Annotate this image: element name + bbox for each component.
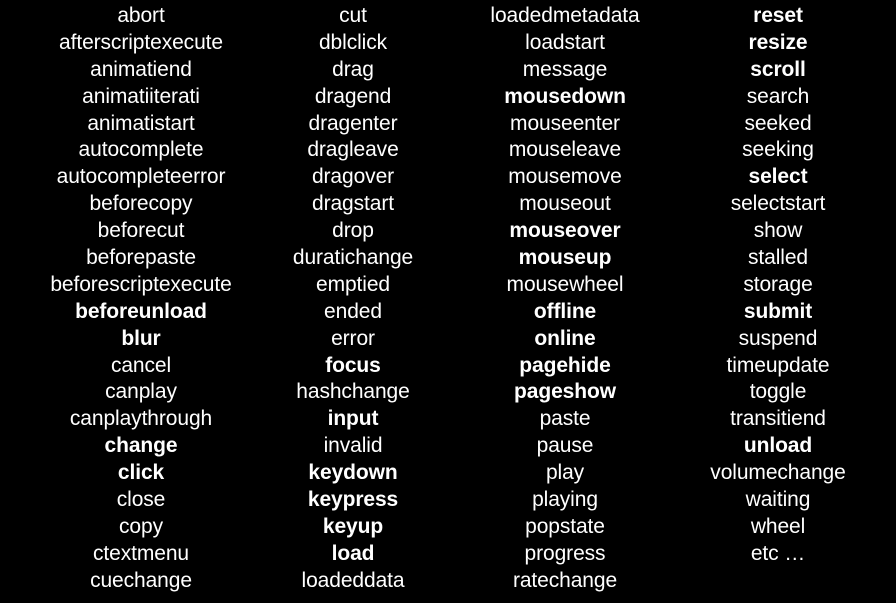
event-name-item: click bbox=[117, 461, 165, 485]
event-name-item: beforecopy bbox=[89, 192, 193, 216]
event-name-item: pause bbox=[536, 434, 594, 458]
event-name-item: timeupdate bbox=[726, 353, 830, 377]
event-name-item: emptied bbox=[315, 272, 390, 296]
event-name-item: drag bbox=[332, 57, 374, 81]
event-name-item: progress bbox=[524, 541, 606, 565]
event-name-item: select bbox=[748, 165, 808, 189]
event-name-item: wheel bbox=[750, 514, 806, 538]
event-name-item: cancel bbox=[110, 353, 172, 377]
event-name-item: invalid bbox=[323, 434, 383, 458]
event-name-item: waiting bbox=[745, 488, 811, 512]
event-name-item: canplay bbox=[105, 380, 177, 404]
event-name-item: close bbox=[116, 488, 166, 512]
event-name-item: animatiend bbox=[90, 57, 192, 81]
event-name-item: show bbox=[753, 219, 803, 243]
event-name-item: reset bbox=[753, 4, 803, 27]
event-name-item: copy bbox=[119, 514, 163, 538]
event-column-4: reset resize scroll search seeked seeking sele… bbox=[663, 3, 893, 568]
event-name-item: keypress bbox=[307, 488, 399, 512]
event-name-item: stalled bbox=[747, 246, 808, 270]
event-name-item: pagehide bbox=[519, 353, 611, 377]
event-name-item: pageshow bbox=[514, 380, 616, 404]
event-name-item: offline bbox=[533, 299, 597, 323]
event-name-item: dragleave bbox=[307, 138, 399, 162]
event-name-item: mouseup bbox=[518, 246, 612, 270]
event-name-item: focus bbox=[325, 353, 381, 377]
event-name-item: selectstart bbox=[730, 192, 826, 216]
event-name-item: seeking bbox=[742, 138, 814, 162]
event-name-item: cut bbox=[339, 4, 367, 27]
event-name-item: canplaythrough bbox=[69, 407, 213, 431]
event-column-2: cut dblclick drag dragend dragenter dragleave… bbox=[238, 3, 468, 595]
event-name-item: loadstart bbox=[525, 30, 605, 54]
event-name-item: play bbox=[545, 461, 585, 485]
event-name-item: scroll bbox=[750, 57, 806, 81]
event-name-item: dblclick bbox=[318, 30, 388, 54]
event-name-item: search bbox=[746, 84, 810, 108]
event-name-item: keyup bbox=[322, 514, 384, 538]
event-name-item: load bbox=[331, 541, 375, 565]
event-name-item: loadeddata bbox=[301, 568, 405, 592]
event-name-item: duratichange bbox=[292, 246, 414, 270]
event-name-item: autocompleteerror bbox=[56, 165, 226, 189]
event-name-item: dragover bbox=[311, 165, 395, 189]
event-name-item: mousewheel bbox=[506, 272, 624, 296]
event-name-item: input bbox=[327, 407, 379, 431]
event-name-item: dragenter bbox=[308, 111, 398, 135]
event-name-item: mouseover bbox=[509, 219, 621, 243]
event-name-item: animatiiterati bbox=[82, 84, 200, 108]
event-name-item: keydown bbox=[308, 461, 398, 485]
event-name-item: afterscriptexecute bbox=[59, 30, 223, 54]
event-name-item: toggle bbox=[749, 380, 807, 404]
event-name-item: cuechange bbox=[90, 568, 192, 592]
event-name-item: mouseleave bbox=[508, 138, 622, 162]
event-name-item: mousemove bbox=[508, 165, 622, 189]
event-name-item: hashchange bbox=[296, 380, 410, 404]
event-name-item: change bbox=[104, 434, 178, 458]
event-name-item: autocomplete bbox=[78, 138, 204, 162]
event-name-item: animatistart bbox=[87, 111, 195, 135]
event-name-item: volumechange bbox=[710, 461, 846, 485]
event-name-item: blur bbox=[121, 326, 161, 350]
event-name-item: mouseenter bbox=[510, 111, 620, 135]
event-name-item: dragstart bbox=[312, 192, 394, 216]
event-name-item: loadedmetadata bbox=[490, 4, 640, 27]
event-name-item: message bbox=[522, 57, 608, 81]
event-name-item: beforepaste bbox=[86, 246, 196, 270]
event-name-item: unload bbox=[743, 434, 813, 458]
event-name-item: mouseout bbox=[519, 192, 611, 216]
event-name-item: error bbox=[331, 326, 375, 350]
event-name-item: beforecut bbox=[97, 219, 185, 243]
event-name-item: resize bbox=[748, 30, 808, 54]
event-name-item: ctextmenu bbox=[93, 541, 189, 565]
event-name-item: beforeunload bbox=[75, 299, 207, 323]
event-name-item: storage bbox=[743, 272, 813, 296]
event-name-item: etc … bbox=[750, 541, 806, 565]
event-name-item: ended bbox=[324, 299, 382, 323]
event-name-item: abort bbox=[117, 4, 165, 27]
event-name-item: playing bbox=[532, 488, 598, 512]
event-column-1: abort afterscriptexecute animatiend animati… bbox=[26, 3, 256, 595]
event-column-3: loadedmetadata loadstart message mousedown m… bbox=[450, 3, 680, 595]
event-name-item: ratechange bbox=[512, 568, 618, 592]
event-name-item: dragend bbox=[314, 84, 392, 108]
event-name-item: transitiend bbox=[730, 407, 826, 431]
event-name-item: beforescriptexecute bbox=[50, 272, 232, 296]
event-name-item: online bbox=[534, 326, 596, 350]
event-name-item: drop bbox=[332, 219, 374, 243]
event-name-item: seeked bbox=[744, 111, 812, 135]
event-name-item: suspend bbox=[738, 326, 818, 350]
event-name-item: submit bbox=[743, 299, 813, 323]
event-name-item: popstate bbox=[525, 514, 605, 538]
event-name-item: paste bbox=[539, 407, 591, 431]
event-name-item: mousedown bbox=[504, 84, 626, 108]
